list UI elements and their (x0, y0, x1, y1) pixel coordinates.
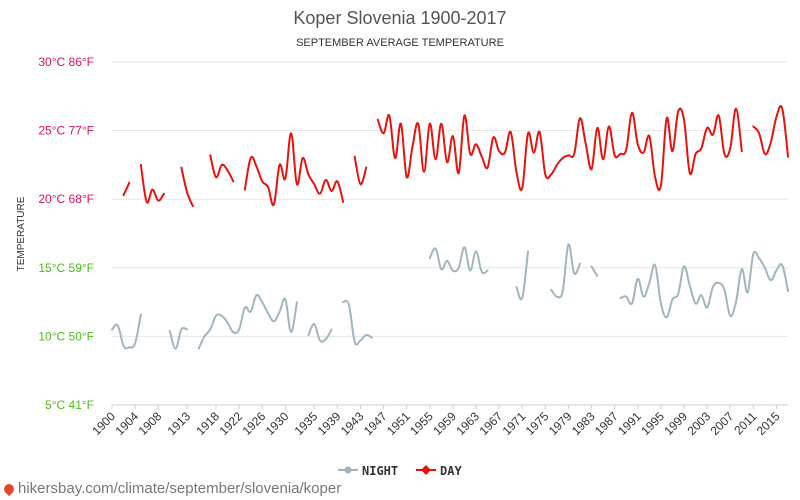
legend[interactable]: NIGHT DAY (338, 464, 462, 478)
x-tick-label: 2011 (731, 409, 759, 437)
series-line-day (122, 181, 131, 197)
location-pin-icon (1, 481, 17, 497)
series-line-night (590, 265, 599, 277)
series-line-day (139, 163, 165, 204)
series-line-day (209, 154, 235, 183)
series-line-night (550, 243, 581, 299)
legend-circle-marker (344, 466, 352, 474)
source-link[interactable]: hikersbay.com/climate/september/slovenia… (1, 480, 342, 497)
series-line-night (428, 246, 489, 275)
series-line-day (243, 132, 345, 207)
legend-item-day[interactable]: DAY (416, 464, 462, 478)
x-tick-label: 1971 (500, 409, 529, 438)
x-tick-label: 1947 (361, 409, 390, 438)
x-tick-label: 1930 (263, 409, 292, 438)
x-tick-label: 1951 (384, 409, 413, 438)
x-tick-label: 1999 (661, 409, 690, 438)
x-tick-label: 1922 (216, 409, 245, 438)
x-tick-label: 1904 (112, 409, 141, 438)
x-tick-label: 1995 (638, 409, 667, 438)
series-line-day (353, 155, 368, 186)
legend-diamond-marker (421, 465, 431, 475)
series-line-day (180, 166, 194, 208)
series-line-night (111, 313, 142, 350)
x-tick-label: 1983 (569, 409, 598, 438)
series-line-night (619, 250, 789, 319)
y-tick-label: 25°C 77°F (38, 124, 94, 138)
series-line-night (168, 327, 189, 350)
source-url[interactable]: hikersbay.com/climate/september/slovenia… (18, 480, 342, 497)
x-tick-label: 1935 (292, 409, 321, 438)
x-tick-label: 1943 (338, 409, 367, 438)
legend-label: DAY (440, 464, 462, 478)
y-axis-label: TEMPERATURE (16, 196, 27, 271)
x-tick-label: 1991 (615, 409, 644, 438)
chart-subtitle: SEPTEMBER AVERAGE TEMPERATURE (296, 37, 504, 49)
x-tick-label: 1913 (164, 409, 193, 438)
y-tick-label: 5°C 41°F (45, 398, 94, 412)
x-tick-label: 1979 (546, 409, 575, 438)
series-line-day (376, 107, 743, 191)
series-night (111, 243, 789, 350)
series-line-night (342, 299, 373, 346)
y-tick-label: 20°C 68°F (38, 192, 94, 206)
x-tick-label: 1959 (430, 409, 459, 438)
x-tick-label: 2003 (684, 409, 713, 438)
x-tick-label: 1975 (523, 409, 552, 438)
series-lines (111, 105, 789, 350)
y-axis: 30°C 86°F 25°C 77°F 20°C 68°F 15°C 59°F 10°C… (38, 55, 94, 412)
legend-item-night[interactable]: NIGHT (338, 464, 398, 478)
series-line-night (515, 250, 529, 301)
series-line-day (752, 105, 789, 158)
legend-label: NIGHT (362, 464, 398, 478)
x-tick-label: 1963 (453, 409, 482, 438)
series-line-night (307, 323, 333, 343)
y-tick-label: 10°C 50°F (38, 329, 94, 343)
x-tick-label: 1987 (592, 409, 621, 438)
x-tick-label: 2015 (754, 409, 783, 438)
series-day (122, 105, 789, 208)
grid (112, 61, 788, 406)
series-line-night (197, 293, 298, 350)
x-tick-label: 1908 (136, 409, 165, 438)
x-tick-label: 1955 (407, 409, 436, 438)
y-tick-label: 15°C 59°F (38, 261, 94, 275)
y-tick-label: 30°C 86°F (38, 55, 94, 69)
x-tick-label: 1967 (476, 409, 505, 438)
chart-title: Koper Slovenia 1900-2017 (293, 8, 506, 28)
x-tick-label: 1939 (315, 409, 344, 438)
x-tick-label: 1900 (89, 409, 118, 438)
x-tick-label: 1918 (193, 409, 222, 438)
x-tick-label: 2007 (708, 409, 737, 438)
x-tick-label: 1926 (240, 409, 269, 438)
